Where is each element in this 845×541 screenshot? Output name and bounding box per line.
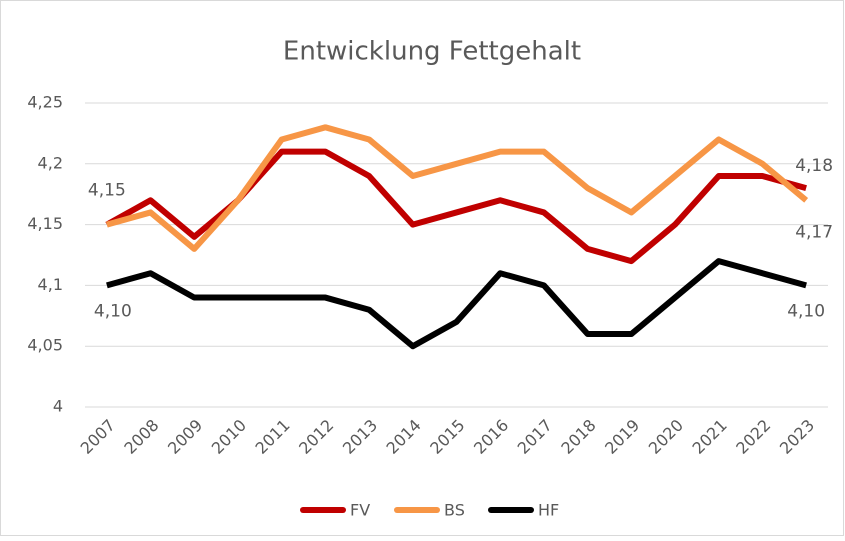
y-tick-label: 4,2 [38,153,63,172]
y-tick-label: 4,15 [27,214,63,233]
y-tick-label: 4,25 [27,93,63,112]
series-line [106,124,809,252]
legend-label: FV [350,501,370,520]
series-line [106,258,807,350]
data-label: 4,10 [787,301,825,321]
y-tick-label: 4 [53,397,63,416]
legend-label: HF [538,501,559,520]
legend-label: BS [444,501,465,520]
data-label: 4,18 [795,156,833,176]
data-label: 4,10 [94,301,132,321]
y-tick-label: 4,1 [38,275,63,294]
data-label: 4,15 [88,181,126,201]
y-tick-label: 4,05 [27,336,63,355]
data-label: 4,17 [795,222,833,242]
chart-title: Entwicklung Fettgehalt [283,37,581,67]
